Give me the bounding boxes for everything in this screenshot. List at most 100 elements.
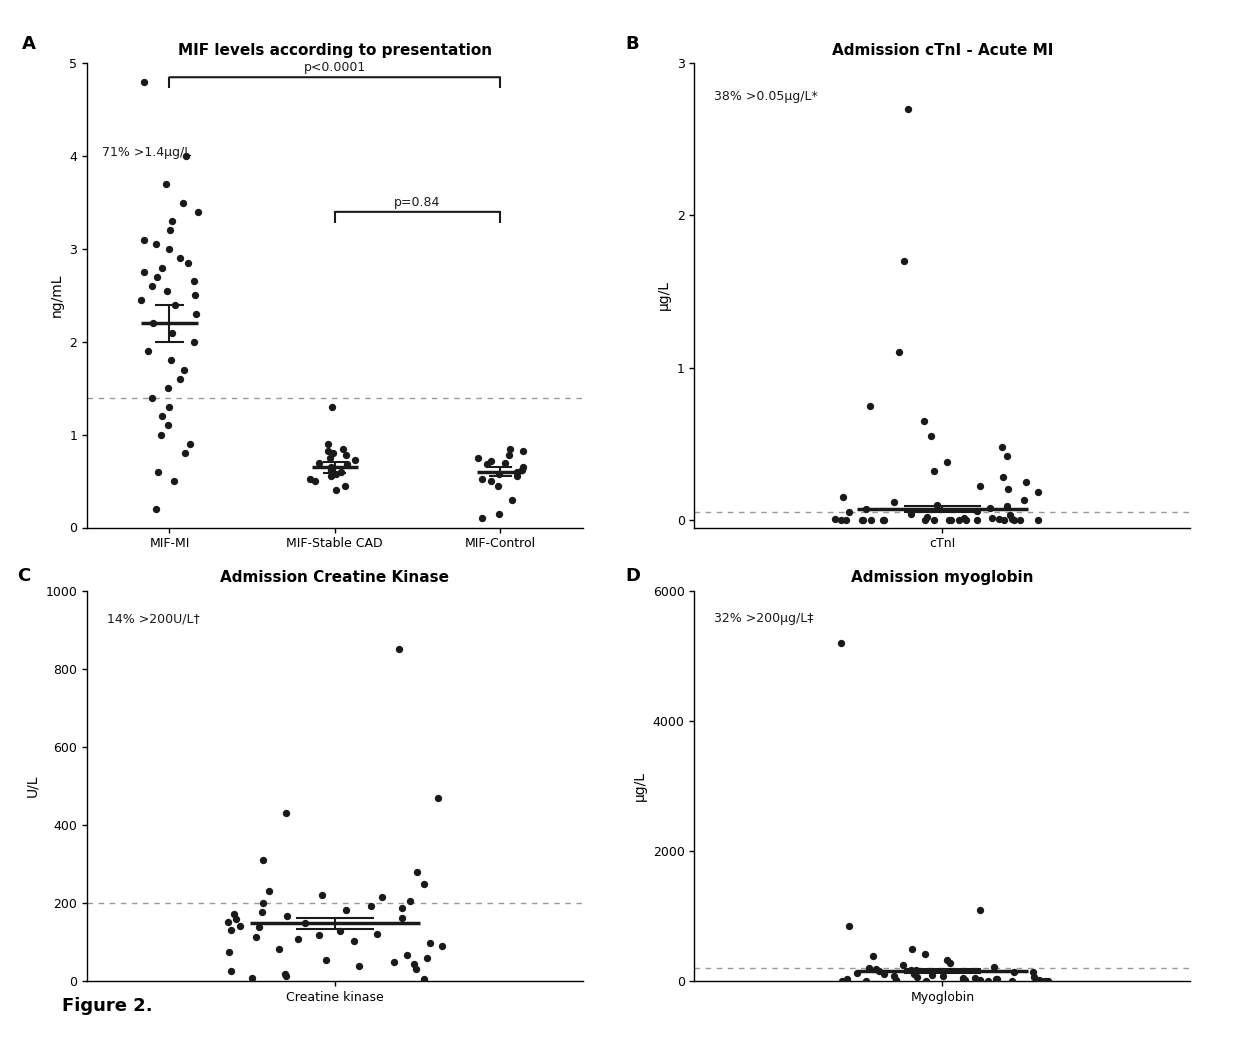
Point — [967, 502, 987, 519]
Point — [397, 946, 417, 963]
Point — [1035, 973, 1055, 990]
Point — [160, 222, 180, 238]
Point — [839, 504, 859, 521]
Point — [275, 805, 295, 822]
Point — [986, 971, 1006, 987]
Point — [389, 640, 409, 658]
Y-axis label: U/L: U/L — [26, 774, 40, 798]
Point — [161, 352, 181, 369]
Point — [259, 883, 279, 900]
Point — [305, 473, 325, 490]
Point — [887, 972, 906, 989]
Point — [921, 427, 941, 444]
Point — [156, 283, 176, 300]
Point — [188, 204, 208, 220]
Point — [146, 268, 166, 285]
Point — [321, 461, 341, 478]
Point — [1003, 512, 1023, 529]
Point — [833, 488, 853, 505]
Point — [159, 399, 179, 416]
Point — [326, 465, 346, 482]
Point — [873, 512, 893, 529]
Point — [500, 440, 520, 457]
Point — [472, 510, 492, 526]
Point — [1039, 973, 1059, 990]
Point — [928, 496, 947, 513]
Point — [978, 972, 998, 989]
Point — [414, 971, 434, 987]
Point — [940, 955, 960, 972]
Point — [146, 500, 166, 517]
Point — [275, 965, 295, 982]
Point — [980, 499, 999, 516]
Point — [253, 851, 273, 868]
Point — [288, 931, 308, 947]
Point — [983, 958, 1003, 975]
Point — [481, 453, 501, 469]
Point — [331, 463, 351, 480]
Point — [512, 461, 532, 478]
Point — [153, 407, 172, 424]
Point — [859, 398, 879, 415]
Point — [134, 74, 154, 91]
Point — [1002, 511, 1022, 528]
Point — [162, 324, 182, 341]
Point — [384, 954, 404, 971]
Y-axis label: μg/L: μg/L — [657, 281, 671, 310]
Point — [131, 291, 151, 308]
Point — [1028, 484, 1048, 501]
Point — [477, 456, 497, 473]
Point — [937, 952, 957, 968]
Point — [337, 456, 357, 473]
Point — [970, 901, 990, 918]
Title: MIF levels according to presentation: MIF levels according to presentation — [177, 43, 492, 58]
Point — [218, 943, 238, 960]
Point — [490, 505, 510, 522]
Point — [277, 968, 296, 985]
Point — [392, 899, 412, 916]
Point — [993, 468, 1013, 485]
Point — [847, 964, 867, 981]
Text: D: D — [625, 568, 640, 586]
Point — [186, 306, 206, 323]
Point — [345, 933, 365, 950]
Text: 38% >0.05μg/L*: 38% >0.05μg/L* — [714, 91, 818, 103]
Point — [915, 512, 935, 529]
Point — [904, 965, 924, 982]
Point — [481, 473, 501, 490]
Point — [322, 445, 342, 462]
Point — [316, 952, 336, 968]
Point — [1028, 512, 1048, 529]
Point — [967, 512, 987, 529]
Text: A: A — [22, 36, 36, 54]
Point — [249, 919, 269, 936]
Point — [361, 898, 381, 915]
Point — [1002, 973, 1022, 990]
Point — [1024, 968, 1044, 985]
Point — [180, 436, 200, 453]
Point — [826, 511, 846, 528]
Point — [906, 968, 926, 985]
Point — [997, 498, 1017, 515]
Point — [916, 973, 936, 990]
Point — [901, 505, 921, 522]
Point — [832, 973, 852, 990]
Point — [859, 960, 879, 977]
Point — [906, 962, 926, 979]
Point — [937, 454, 957, 471]
Text: C: C — [17, 568, 31, 586]
Point — [156, 175, 176, 192]
Point — [982, 510, 1002, 526]
Point — [176, 148, 196, 165]
Point — [495, 454, 515, 471]
Point — [861, 512, 880, 529]
Point — [502, 492, 522, 509]
Point — [309, 926, 329, 943]
Point — [1009, 512, 1029, 529]
Point — [1003, 964, 1023, 981]
Y-axis label: μg/L: μg/L — [634, 771, 647, 801]
Point — [162, 213, 182, 230]
Point — [309, 454, 329, 471]
Point — [348, 958, 368, 975]
Point — [884, 493, 904, 510]
